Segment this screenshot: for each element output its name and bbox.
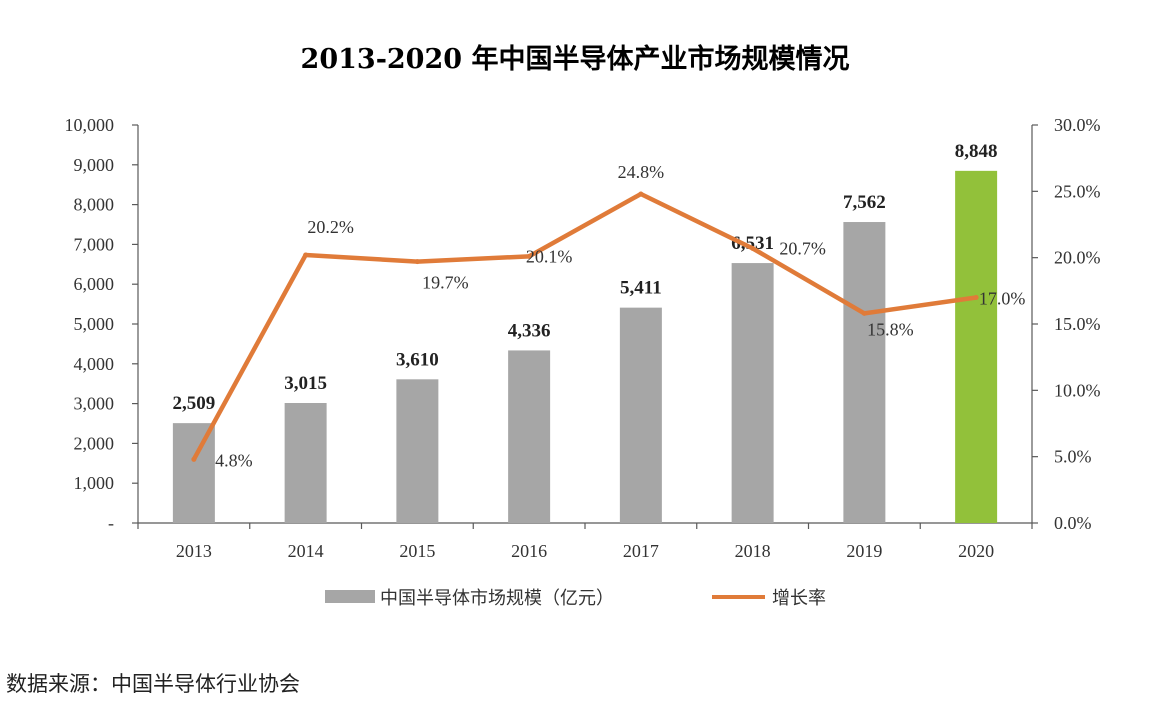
- growth-rate-point: [526, 253, 532, 259]
- y-left-tick-label: 10,000: [65, 115, 115, 135]
- y-left-tick-label: 7,000: [74, 234, 115, 254]
- y-left-tick-label: 2,000: [74, 433, 115, 453]
- y-right-tick-label: 10.0%: [1054, 380, 1101, 400]
- y-left-tick-label: -: [108, 513, 114, 533]
- y-right-tick-label: 25.0%: [1054, 181, 1101, 201]
- growth-rate-point: [750, 245, 756, 251]
- bar: [508, 350, 551, 523]
- growth-rate-point: [638, 191, 644, 197]
- legend: 中国半导体市场规模（亿元） 增长率: [325, 588, 826, 609]
- bar: [731, 263, 774, 523]
- source-note: 数据来源：中国半导体行业协会: [6, 672, 300, 696]
- axes: - 1,000 2,000 3,000 4,000 5,000 6,000 7,000 8,00…: [65, 115, 1101, 561]
- growth-rate-point: [414, 259, 420, 265]
- growth-rate-label: 24.8%: [618, 162, 665, 182]
- bar-value-label: 7,562: [843, 192, 886, 213]
- growth-rate-label: 15.8%: [867, 319, 914, 339]
- bar-series: 2,509 3,015 3,610 4,336 5,411 6,531 7,562 8,848: [173, 141, 998, 523]
- y-right-tick-label: 20.0%: [1054, 248, 1101, 268]
- y-left-tick-label: 3,000: [74, 394, 115, 414]
- y-left-tick-label: 8,000: [74, 195, 115, 215]
- growth-rate-point: [973, 294, 979, 300]
- growth-rate-label: 20.1%: [526, 246, 573, 266]
- y-left-tick-label: 9,000: [74, 155, 115, 175]
- bar: [172, 423, 215, 523]
- bar-value-label: 3,015: [284, 373, 327, 394]
- bar: [396, 379, 439, 523]
- bar-value-label: 6,531: [731, 233, 774, 254]
- bar-value-label: 3,610: [396, 349, 439, 370]
- x-tick-label: 2014: [288, 541, 324, 561]
- bar-value-label: 8,848: [955, 141, 998, 162]
- growth-rate-line: [191, 191, 979, 462]
- y-left-tick-label: 6,000: [74, 274, 115, 294]
- y-right-tick-label: 0.0%: [1054, 513, 1092, 533]
- x-tick-label: 2016: [511, 541, 547, 561]
- x-tick-label: 2013: [176, 541, 212, 561]
- x-tick-label: 2018: [735, 541, 771, 561]
- chart-title: 2013-2020 年中国半导体产业市场规模情况: [301, 43, 850, 75]
- bar-value-label: 5,411: [620, 278, 662, 299]
- x-tick-label: 2017: [623, 541, 659, 561]
- growth-rate-label: 19.7%: [422, 273, 469, 293]
- legend-bar-swatch: [325, 590, 375, 603]
- line-series: 4.8% 20.2% 19.7% 20.1% 24.8% 20.7% 15.8% 17.0%: [191, 162, 1025, 470]
- bar-value-label: 4,336: [508, 320, 551, 341]
- y-left-tick-label: 4,000: [74, 354, 115, 374]
- y-right-tick-label: 15.0%: [1054, 314, 1101, 334]
- bar: [284, 403, 327, 523]
- growth-rate-label: 20.2%: [307, 217, 354, 237]
- bar: [619, 307, 662, 523]
- x-tick-label: 2020: [958, 541, 994, 561]
- growth-rate-label: 17.0%: [979, 288, 1026, 308]
- x-tick-label: 2015: [399, 541, 435, 561]
- bar: [955, 170, 998, 523]
- legend-line-label: 增长率: [772, 588, 826, 609]
- growth-rate-point: [191, 456, 197, 462]
- bar: [843, 222, 886, 523]
- legend-bar-label: 中国半导体市场规模（亿元）: [380, 588, 614, 609]
- y-right-tick-label: 5.0%: [1054, 447, 1092, 467]
- y-left-tick-label: 5,000: [74, 314, 115, 334]
- growth-rate-point: [303, 252, 309, 258]
- y-right-tick-label: 30.0%: [1054, 115, 1101, 135]
- y-left-tick-label: 1,000: [74, 473, 115, 493]
- growth-rate-label: 20.7%: [779, 238, 826, 258]
- growth-rate-label: 4.8%: [215, 450, 253, 470]
- x-tick-label: 2019: [846, 541, 882, 561]
- bar-value-label: 2,509: [173, 393, 216, 414]
- growth-rate-point: [861, 310, 867, 316]
